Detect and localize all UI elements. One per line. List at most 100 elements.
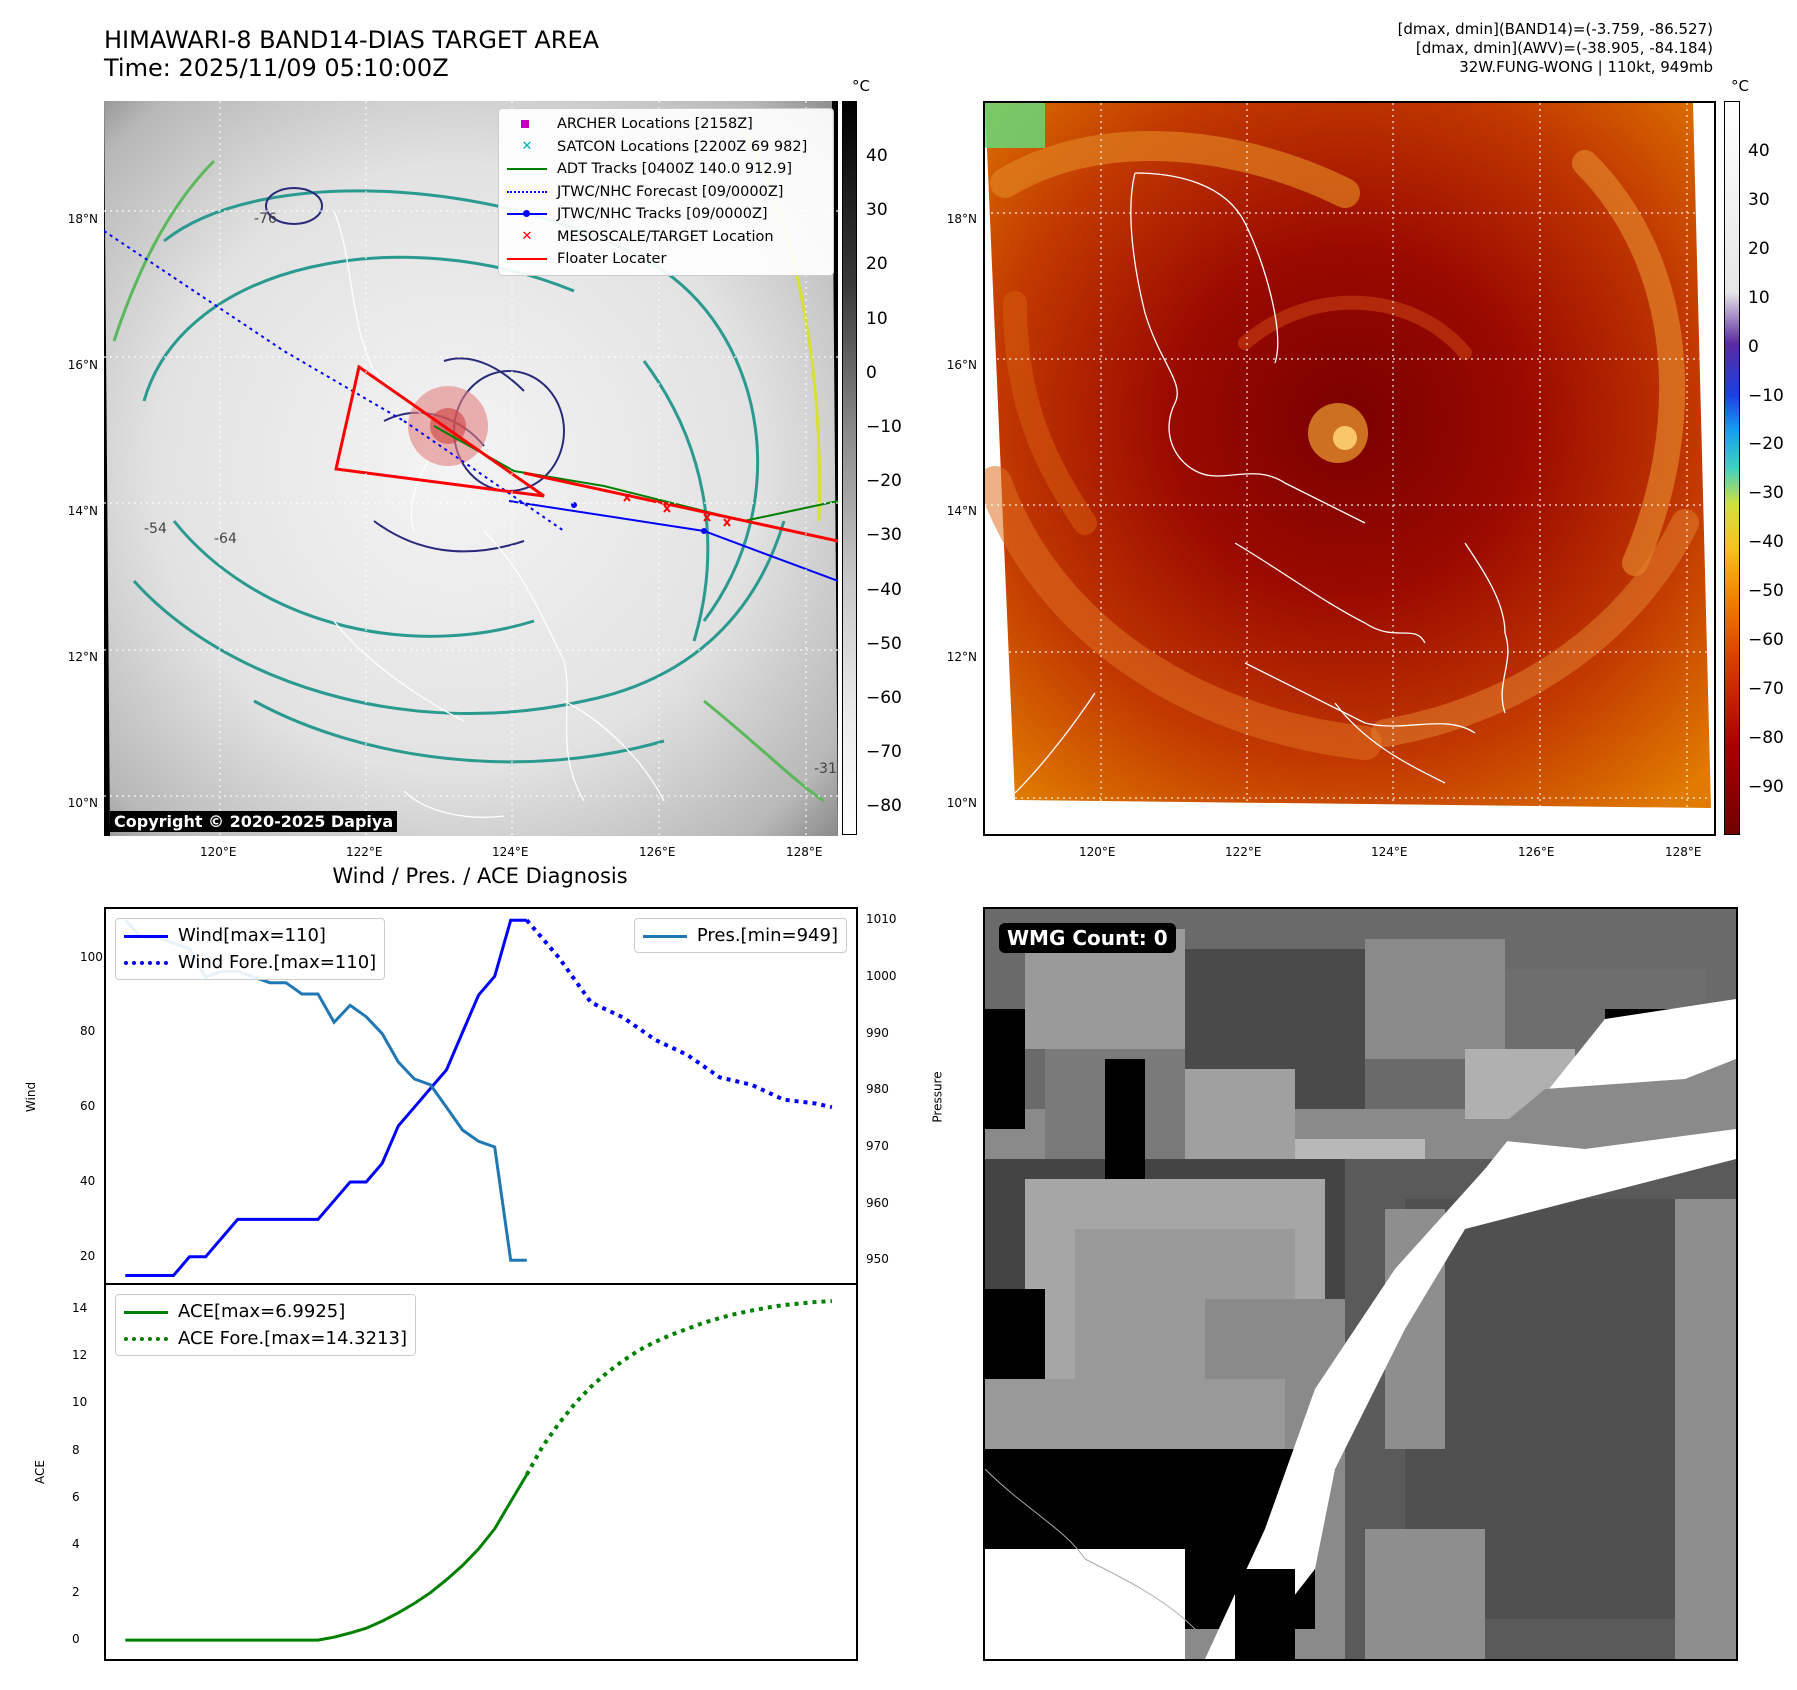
pressure-ytick-label: 970: [866, 1139, 889, 1153]
legend-item-pressure: Pres.[min=949]: [642, 922, 838, 949]
contour-label: -31: [814, 761, 837, 777]
lon-tick-label: 128°E: [786, 845, 823, 859]
colorbar-tick-label: −60: [1748, 630, 1784, 650]
colorbar-tick-label: 20: [1748, 238, 1770, 259]
wind-ytick-label: 100: [80, 949, 103, 964]
colorbar-tick-label: 30: [866, 200, 888, 221]
series-line-ace: [125, 1473, 529, 1642]
legend-item-ace: ACE[max=6.9925]: [124, 1298, 407, 1325]
contour-label: -76: [254, 211, 277, 227]
colorbar-tick-label: −50: [1748, 581, 1784, 602]
info-line-3: 32W.FUNG-WONG | 110kt, 949mb: [1459, 58, 1713, 76]
legend-item-jtwc-tracks: JTWC/NHC Tracks [09/0000Z]: [507, 203, 825, 226]
line-marker-icon: [642, 928, 687, 944]
wind-axis-label: Wind: [24, 1081, 39, 1113]
legend-item-wind: Wind[max=110]: [124, 922, 376, 949]
info-line-2: [dmax, dmin](AWV)=(-38.905, -84.184): [1415, 39, 1713, 57]
ace-ytick-label: 4: [72, 1537, 80, 1552]
awv-colorbar-unit: °C: [1731, 77, 1749, 95]
figure-title: HIMAWARI-8 BAND14-DIAS TARGET AREA Time:…: [104, 26, 599, 82]
colorbar-tick-label: −60: [866, 688, 902, 708]
pressure-axis-label: Pressure: [930, 1071, 945, 1123]
lat-tick-label: 10°N: [67, 796, 98, 810]
ace-axis-label: ACE: [32, 1460, 47, 1484]
colorbar-tick-label: −40: [866, 579, 902, 600]
lon-tick-label: 126°E: [639, 845, 676, 859]
lon-tick-label: 128°E: [1665, 845, 1702, 859]
colorbar-tick-label: 20: [866, 254, 888, 275]
lon-tick-label: 124°E: [1371, 845, 1408, 859]
colorbar-tick-label: 10: [1748, 287, 1770, 308]
colorbar-tick-label: −50: [866, 633, 902, 654]
x-marker-icon: ✕: [521, 228, 533, 244]
pressure-ytick-label: 980: [866, 1082, 889, 1097]
lat-tick-label: 12°N: [946, 650, 977, 664]
lat-tick-label: 14°N: [946, 504, 977, 518]
dotted-line-icon: [124, 955, 168, 971]
colorbar-tick-label: 40: [866, 146, 888, 166]
wind-ytick-label: 20: [80, 1248, 96, 1263]
awv-map-panel: [983, 101, 1716, 836]
colorbar-tick-label: −40: [1748, 532, 1784, 553]
legend-item-archer: ARCHER Locations [2158Z]: [507, 113, 825, 136]
lat-tick-label: 16°N: [67, 358, 98, 372]
ace-legend: ACE[max=6.9925] ACE Fore.[max=14.3213]: [115, 1294, 416, 1356]
lon-tick-label: 120°E: [1079, 845, 1116, 859]
colorbar-tick-label: −80: [1748, 727, 1784, 748]
awv-colorbar: [1724, 101, 1740, 835]
wmg-panel: WMG Count: 0: [983, 907, 1738, 1661]
ir-colorbar-unit: °C: [852, 77, 870, 95]
copyright-label: Copyright © 2020-2025 Dapiya: [110, 811, 398, 832]
colorbar-tick-label: 40: [1748, 141, 1770, 161]
lat-tick-label: 16°N: [946, 358, 977, 372]
pressure-ytick-label: 990: [866, 1025, 889, 1040]
ir-colorbar: [842, 101, 857, 835]
ace-ytick-label: 0: [72, 1632, 80, 1647]
wind-ytick-label: 40: [80, 1174, 96, 1189]
ace-ytick-label: 8: [72, 1442, 80, 1457]
ir-map-panel: -76 -54 -64 -31 ARCHER Locations [2158Z]…: [104, 101, 838, 836]
colorbar-tick-label: 0: [866, 362, 877, 383]
x-marker-icon: ✕: [521, 138, 533, 154]
pressure-ytick-label: 960: [866, 1195, 889, 1210]
lon-tick-label: 124°E: [492, 845, 529, 859]
colorbar-tick-label: 0: [1748, 336, 1759, 357]
series-line-wind: [125, 918, 527, 1277]
info-line-1: [dmax, dmin](BAND14)=(-3.759, -86.527): [1397, 20, 1713, 38]
lon-tick-label: 122°E: [346, 845, 383, 859]
colorbar-tick-label: −20: [1748, 434, 1784, 455]
lon-tick-label: 126°E: [1518, 845, 1555, 859]
colorbar-tick-label: 30: [1748, 189, 1770, 210]
ace-chart: ACE[max=6.9925] ACE Fore.[max=14.3213]: [104, 1283, 858, 1661]
colorbar-tick-label: −80: [866, 796, 902, 817]
legend-item-wind-forecast: Wind Fore.[max=110]: [124, 949, 376, 976]
dotted-line-icon: [124, 1331, 168, 1347]
series-line-ace-fore-: [525, 1299, 833, 1476]
colorbar-tick-label: −10: [866, 417, 902, 437]
wmg-image: [985, 909, 1736, 1659]
wind-ytick-label: 60: [80, 1099, 96, 1114]
awv-map-image: [985, 103, 1714, 834]
legend-item-satcon: ✕ SATCON Locations [2200Z 69 982]: [507, 136, 825, 159]
line-marker-icon: [507, 161, 547, 177]
ace-ytick-label: 6: [72, 1490, 80, 1505]
lon-tick-label: 122°E: [1225, 845, 1262, 859]
ace-plot: [125, 1299, 833, 1642]
lon-tick-label: 120°E: [200, 845, 237, 859]
ace-ytick-label: 2: [72, 1584, 80, 1599]
pressure-ytick-label: 1010: [866, 912, 897, 927]
title-line-2: Time: 2025/11/09 05:10:00Z: [104, 54, 449, 82]
wind-legend: Wind[max=110] Wind Fore.[max=110]: [115, 918, 386, 980]
ace-ytick-label: 14: [72, 1300, 88, 1315]
title-line-1: HIMAWARI-8 BAND14-DIAS TARGET AREA: [104, 26, 600, 54]
dotted-line-icon: [507, 184, 547, 200]
colorbar-tick-label: −20: [866, 471, 902, 492]
colorbar-tick-label: −90: [1748, 776, 1784, 797]
legend-item-jtwc-forecast: JTWC/NHC Forecast [09/0000Z]: [507, 181, 825, 204]
colorbar-tick-label: 10: [866, 308, 888, 329]
pressure-ytick-label: 950: [866, 1252, 889, 1267]
colorbar-tick-label: −30: [1748, 483, 1784, 504]
legend-item-ace-forecast: ACE Fore.[max=14.3213]: [124, 1325, 407, 1352]
lat-tick-label: 18°N: [67, 212, 98, 226]
ace-ytick-label: 10: [72, 1395, 88, 1410]
